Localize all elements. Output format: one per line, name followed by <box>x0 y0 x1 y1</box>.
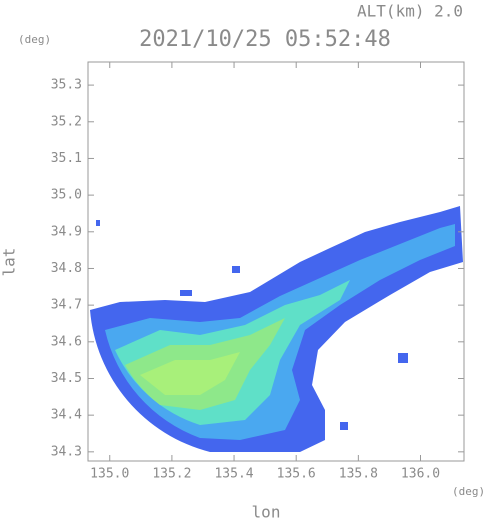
y-tick-label: 35.2 <box>51 114 82 129</box>
x-tick-label: 136.0 <box>401 467 440 482</box>
y-tick-label: 35.1 <box>51 151 82 166</box>
y-tick-label: 34.4 <box>51 408 82 423</box>
radar-echo <box>90 206 463 452</box>
y-tick-label: 34.9 <box>51 224 82 239</box>
y-tick-label: 34.3 <box>51 444 82 459</box>
plot-frame <box>87 61 465 462</box>
y-tick-label: 35.3 <box>51 78 82 93</box>
x-unit: (deg) <box>452 485 485 498</box>
y-tick-label: 34.8 <box>51 261 82 276</box>
y-tick-label: 34.7 <box>51 298 82 313</box>
x-axis-label: lon <box>252 503 281 521</box>
x-tick-label: 135.2 <box>152 467 191 482</box>
y-unit: (deg) <box>18 33 51 46</box>
y-axis-label: lat <box>0 248 19 277</box>
annotation: ALT(km) 2.0 <box>357 2 463 21</box>
y-tick-label: 35.0 <box>51 188 82 203</box>
x-tick-label: 135.4 <box>214 467 253 482</box>
chart-title: 2021/10/25 05:52:48 <box>139 27 391 52</box>
x-tick-label: 135.6 <box>277 467 316 482</box>
x-tick-label: 135.8 <box>339 467 378 482</box>
x-tick-label: 135.0 <box>90 467 129 482</box>
y-tick-label: 34.6 <box>51 334 82 349</box>
y-tick-label: 34.5 <box>51 371 82 386</box>
